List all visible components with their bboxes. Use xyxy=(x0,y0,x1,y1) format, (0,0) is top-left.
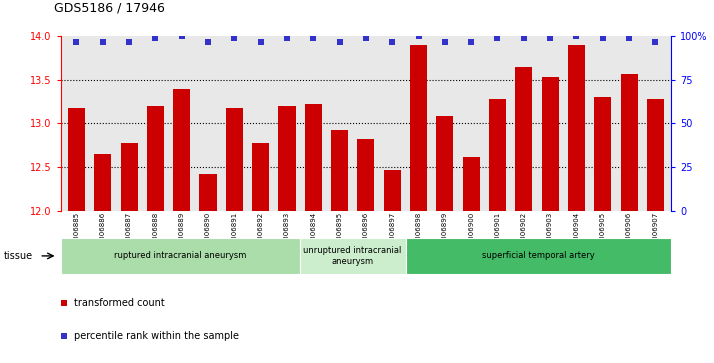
Bar xyxy=(300,238,406,274)
Bar xyxy=(358,139,374,211)
Bar xyxy=(61,238,300,274)
Text: GDS5186 / 17946: GDS5186 / 17946 xyxy=(54,1,164,15)
Text: percentile rank within the sample: percentile rank within the sample xyxy=(74,331,239,341)
Bar xyxy=(174,89,191,211)
Bar xyxy=(305,104,322,211)
Bar xyxy=(541,77,558,211)
Bar xyxy=(94,154,111,211)
Bar xyxy=(463,156,480,211)
Text: transformed count: transformed count xyxy=(74,298,165,308)
Text: superficial temporal artery: superficial temporal artery xyxy=(482,252,595,260)
Bar xyxy=(594,97,611,211)
Bar xyxy=(252,143,269,211)
Bar xyxy=(121,143,138,211)
Bar xyxy=(147,106,164,211)
Bar xyxy=(568,45,585,211)
Text: unruptured intracranial
aneurysm: unruptured intracranial aneurysm xyxy=(303,246,402,266)
Bar xyxy=(406,238,671,274)
Bar xyxy=(410,45,427,211)
Text: ruptured intracranial aneurysm: ruptured intracranial aneurysm xyxy=(114,252,246,260)
Bar xyxy=(278,106,296,211)
Bar xyxy=(331,130,348,211)
Text: tissue: tissue xyxy=(4,251,33,261)
Bar xyxy=(516,67,533,211)
Bar xyxy=(436,117,453,211)
Bar xyxy=(647,99,664,211)
Bar xyxy=(226,108,243,211)
Bar xyxy=(199,174,216,211)
Bar xyxy=(489,99,506,211)
Bar xyxy=(68,108,85,211)
Bar xyxy=(383,170,401,211)
Bar xyxy=(620,74,638,211)
